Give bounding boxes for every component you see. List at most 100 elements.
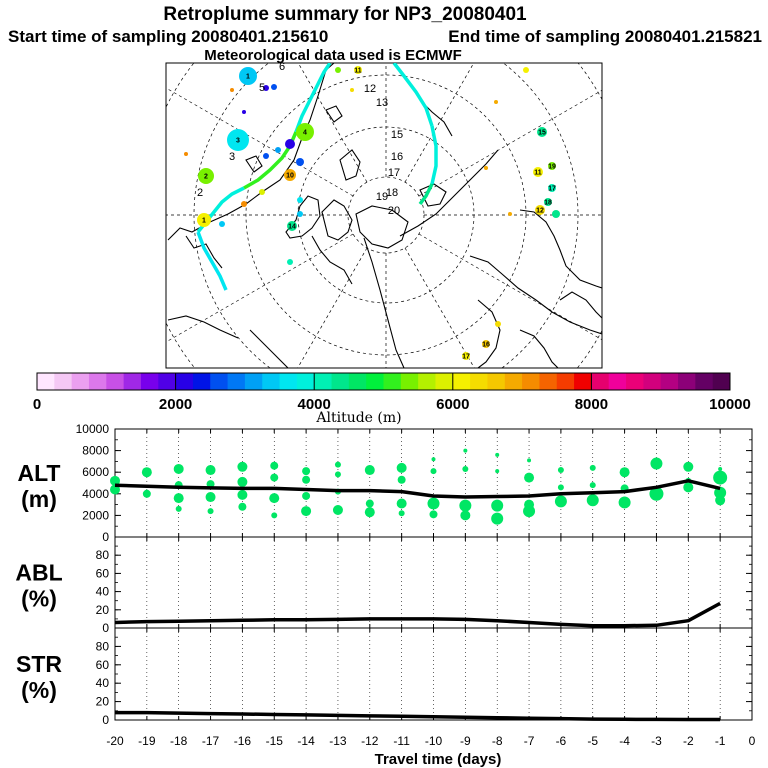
map-marker-dot [285,139,295,149]
map-marker [259,189,265,195]
map-marker: 3 [227,129,249,151]
map-marker-dot [271,84,277,90]
altitude-point [364,465,375,476]
y-tick-label: 0 [102,713,109,727]
coastline-1 [185,235,223,269]
colorbar-tick-label: 10000 [709,396,751,413]
map-marker [184,152,188,156]
altitude-point [586,494,599,507]
altitude-point [589,482,596,489]
colorbar-swatch [348,373,367,390]
colorbar-swatch [678,373,696,390]
map-marker [263,85,269,91]
colorbar-swatch [695,373,714,390]
colorbar-swatch [314,373,333,390]
y-tick-label: 20 [96,695,110,709]
x-tick-label: -9 [460,734,471,748]
coastline-7 [399,149,499,237]
coastline-19 [249,329,289,368]
colorbar-tick-label: 4000 [298,396,331,413]
panel-ylabel: ABL [15,560,62,586]
map-marker [275,147,281,153]
coastline-18 [559,291,602,319]
altitude-point [589,464,596,471]
x-tick-label: -11 [393,734,410,748]
map-marker-number: 12 [536,208,544,215]
x-tick-label: -13 [329,734,347,748]
altitude-point [270,473,279,482]
map-marker [297,197,303,203]
map-marker-dot [287,221,297,231]
colorbar-swatch [626,373,644,390]
colorbar-swatch [504,373,523,390]
x-tick-label: -7 [524,734,535,748]
map-marker: 12 [535,205,545,215]
x-tick-label: -19 [138,734,156,748]
map-marker [241,201,247,207]
coastline-6 [363,237,405,368]
map-marker-dot [297,197,303,203]
plume-track-a-2 [294,63,332,133]
altitude-point [237,476,248,487]
map-marker-dot [296,158,304,166]
coastline-0 [167,63,335,241]
x-tick-label: -8 [492,734,503,748]
map-marker-dot [548,184,556,192]
map-marker: 17 [548,184,556,193]
plume-track-b-1 [430,125,438,185]
map-day-label: 3 [229,151,235,163]
altitude-colorbar: 0 2000 4000 6000 8000 10000 [33,372,751,413]
y-tick-label: 0 [102,530,109,544]
map-marker: 19 [548,162,556,171]
map-marker-number: 3 [236,138,240,145]
coastline-13 [311,235,353,285]
colorbar-label: Altitude (m) [315,410,401,426]
altitude-point [431,457,436,462]
coastline-11 [519,209,602,289]
map-marker-dot [552,210,560,218]
colorbar-swatch [244,373,263,390]
map-day-label: 12 [364,83,376,95]
altitude-point [683,461,694,472]
altitude-point [524,472,535,483]
map-day-label: 17 [388,167,400,179]
colorbar-swatch [556,373,575,390]
colorbar-swatch [574,373,592,390]
map-day-label: 2 [197,187,203,199]
altitude-point [430,468,437,475]
colorbar-swatch [262,373,281,390]
map-marker-number: 16 [482,342,490,349]
panel-ylabel-unit: (%) [21,677,57,703]
coastline-12 [519,329,559,368]
colorbar-swatch [435,373,454,390]
altitude-point [427,497,440,510]
altitude-point [429,510,438,519]
altitude-point [207,508,214,515]
altitude-point [270,461,279,470]
colorbar-tick-label: 2000 [159,396,192,413]
altitude-point [649,486,664,501]
map-marker-number: 17 [548,186,556,193]
altitude-point [618,496,631,509]
y-tick-label: 60 [96,658,110,672]
panel-ylabel-unit: (%) [21,586,57,612]
map-marker-dot [296,123,314,141]
colorbar-swatch [331,373,350,390]
coastline-15 [325,105,343,123]
map-marker-dot [297,211,303,217]
map-marker-dot [263,153,269,159]
map-marker [297,211,303,217]
y-tick-label: 6000 [82,465,109,479]
map-marker [271,84,277,90]
coastline-5 [355,205,409,249]
map-marker [552,210,560,218]
x-tick-label: 0 [749,734,756,748]
altitude-point [237,461,248,472]
colorbar-swatch [37,373,55,390]
map-marker: 16 [482,340,490,349]
x-tick-label: -3 [651,734,662,748]
colorbar-swatch [227,373,246,390]
altitude-point [398,510,405,517]
